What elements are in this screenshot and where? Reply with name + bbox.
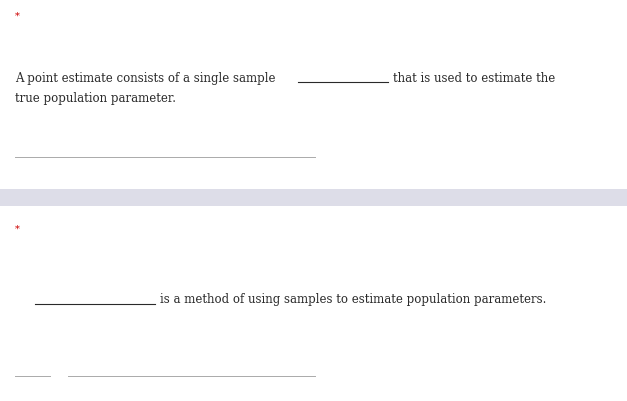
Text: that is used to estimate the: that is used to estimate the	[393, 72, 556, 85]
Text: *: *	[15, 12, 20, 21]
Text: *: *	[15, 225, 20, 233]
Text: A point estimate consists of a single sample: A point estimate consists of a single sa…	[15, 72, 275, 85]
Text: true population parameter.: true population parameter.	[15, 92, 176, 105]
Bar	[0, 190, 627, 207]
Text: is a method of using samples to estimate population parameters.: is a method of using samples to estimate…	[160, 292, 546, 305]
